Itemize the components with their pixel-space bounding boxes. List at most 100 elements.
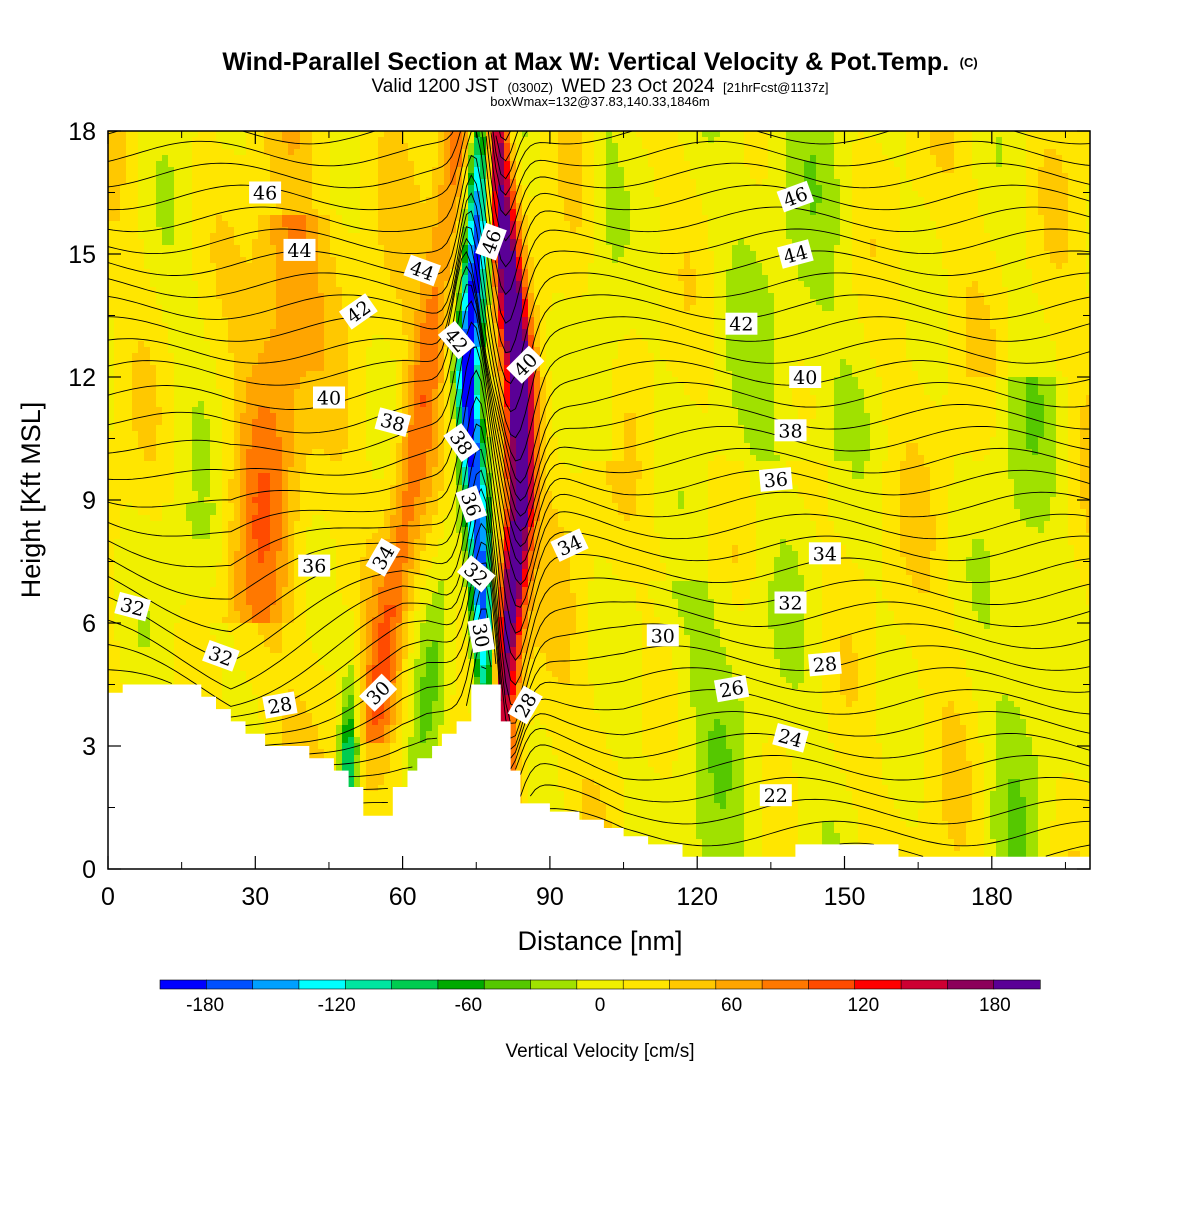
velocity-cell: [204, 515, 211, 522]
velocity-cell: [186, 533, 193, 540]
velocity-cell: [210, 329, 217, 336]
velocity-cell: [270, 521, 277, 528]
velocity-cell: [330, 425, 337, 432]
velocity-cell: [174, 137, 181, 144]
velocity-cell: [246, 617, 253, 624]
velocity-cell: [258, 659, 265, 666]
velocity-cell: [192, 641, 199, 648]
velocity-cell: [204, 665, 211, 672]
velocity-cell: [294, 707, 301, 714]
velocity-cell: [234, 245, 241, 252]
velocity-cell: [144, 485, 151, 492]
velocity-cell: [222, 287, 229, 294]
velocity-cell: [204, 395, 211, 402]
velocity-cell: [288, 215, 295, 222]
velocity-cell: [318, 317, 325, 324]
velocity-cell: [240, 491, 247, 498]
velocity-cell: [114, 509, 121, 516]
velocity-cell: [162, 443, 169, 450]
velocity-cell: [330, 467, 337, 474]
velocity-cell: [228, 359, 235, 366]
velocity-cell: [276, 359, 283, 366]
velocity-cell: [186, 617, 193, 624]
velocity-cell: [138, 485, 145, 492]
velocity-cell: [186, 257, 193, 264]
velocity-cell: [186, 461, 193, 468]
velocity-cell: [294, 659, 301, 666]
velocity-cell: [312, 425, 319, 432]
velocity-cell: [270, 737, 277, 744]
velocity-cell: [294, 353, 301, 360]
velocity-cell: [348, 383, 355, 390]
velocity-cell: [156, 521, 163, 528]
chart-subtitle-valid: Valid 1200 JST (0300Z) WED 23 Oct 2024 […: [372, 76, 829, 97]
velocity-cell: [168, 239, 175, 246]
velocity-cell: [162, 233, 169, 240]
velocity-cell: [180, 353, 187, 360]
velocity-cell: [120, 437, 127, 444]
velocity-cell: [276, 371, 283, 378]
velocity-cell: [324, 257, 331, 264]
velocity-cell: [276, 575, 283, 582]
velocity-cell: [168, 185, 175, 192]
velocity-cell: [156, 527, 163, 534]
velocity-cell: [234, 407, 241, 414]
chart-title-copyright: (C): [960, 55, 978, 70]
velocity-cell: [294, 731, 301, 738]
velocity-cell: [336, 683, 343, 690]
velocity-cell: [180, 497, 187, 504]
velocity-cell: [174, 245, 181, 252]
velocity-cell: [348, 281, 355, 288]
velocity-cell: [222, 227, 229, 234]
velocity-cell: [204, 545, 211, 552]
velocity-cell: [324, 731, 331, 738]
velocity-cell: [192, 503, 199, 510]
velocity-cell: [216, 443, 223, 450]
velocity-cell: [222, 353, 229, 360]
velocity-cell: [300, 599, 307, 606]
velocity-cell: [282, 227, 289, 234]
velocity-cell: [144, 323, 151, 330]
velocity-cell: [342, 683, 349, 690]
velocity-cell: [132, 479, 139, 486]
velocity-cell: [228, 707, 235, 714]
velocity-cell: [108, 659, 115, 666]
velocity-cell: [252, 491, 259, 498]
velocity-cell: [306, 725, 313, 732]
velocity-cell: [246, 611, 253, 618]
velocity-cell: [312, 539, 319, 546]
velocity-cell: [120, 311, 127, 318]
velocity-cell: [300, 389, 307, 396]
velocity-cell: [234, 251, 241, 258]
velocity-cell: [180, 335, 187, 342]
velocity-cell: [162, 467, 169, 474]
velocity-cell: [312, 701, 319, 708]
velocity-cell: [330, 665, 337, 672]
velocity-cell: [150, 167, 157, 174]
velocity-cell: [330, 353, 337, 360]
velocity-cell: [318, 281, 325, 288]
velocity-cell: [192, 635, 199, 642]
velocity-cell: [144, 269, 151, 276]
velocity-cell: [198, 239, 205, 246]
velocity-cell: [282, 629, 289, 636]
velocity-cell: [258, 545, 265, 552]
velocity-cell: [222, 611, 229, 618]
velocity-cell: [114, 209, 121, 216]
velocity-cell: [294, 605, 301, 612]
velocity-cell: [216, 407, 223, 414]
velocity-cell: [336, 353, 343, 360]
velocity-cell: [252, 563, 259, 570]
velocity-cell: [198, 227, 205, 234]
velocity-cell: [126, 485, 133, 492]
velocity-cell: [300, 581, 307, 588]
velocity-cell: [282, 431, 289, 438]
velocity-cell: [312, 725, 319, 732]
velocity-cell: [300, 551, 307, 558]
velocity-cell: [186, 293, 193, 300]
velocity-cell: [162, 521, 169, 528]
velocity-cell: [318, 251, 325, 258]
velocity-cell: [126, 149, 133, 156]
velocity-cell: [336, 581, 343, 588]
velocity-cell: [306, 317, 313, 324]
